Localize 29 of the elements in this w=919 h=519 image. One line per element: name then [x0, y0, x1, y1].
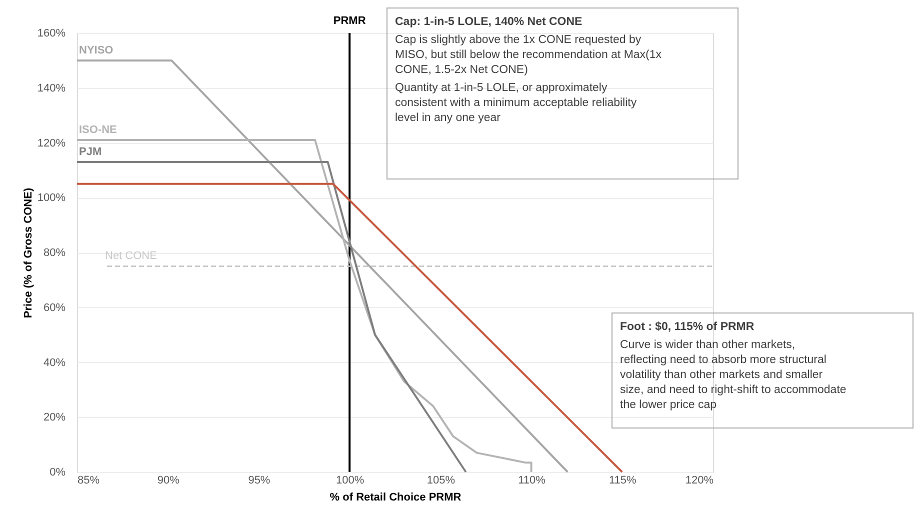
x-axis-title: % of Retail Choice PRMR	[330, 492, 462, 504]
y-tick-label: 40%	[43, 356, 66, 369]
y-tick-label: 20%	[43, 412, 66, 424]
x-tick-label: 90%	[157, 474, 180, 486]
y-tick-label: 80%	[43, 247, 66, 259]
x-tick-label: 120%	[685, 474, 714, 486]
y-tick-label: 120%	[37, 137, 66, 150]
y-tick-label: 0%	[50, 466, 66, 478]
x-tick-label: 95%	[248, 474, 270, 486]
x-tick-label: 85%	[78, 474, 100, 486]
annotation: Curve is wider than other markets, reflecting need to absorb more structural volatility than other markets and smaller size, and need to right-shift to accommodate the lower price cap	[620, 339, 846, 411]
annotation: Quantity at 1-in-5 LOLE, or approximately consistent with a minimum acceptable reliability level in any one year	[395, 82, 637, 124]
y-tick-label: 60%	[43, 302, 66, 314]
y-tick-label: 100%	[37, 192, 66, 204]
x-tick-label: 100%	[336, 474, 364, 486]
y-tick-label: 160%	[37, 28, 66, 40]
line-series	[76, 139, 532, 473]
x-tick-label: 110%	[518, 474, 546, 486]
series-label: ISO-NE	[79, 124, 117, 136]
series-label: PJM	[79, 146, 102, 158]
ref-line-label: PRMR	[333, 15, 366, 27]
text: Cap: 1-in-5 LOLE, 140% Net CONE	[395, 16, 583, 28]
x-tick-label: 105%	[426, 474, 456, 486]
series-label: NYISO	[79, 44, 114, 56]
annotation: Cap is slightly above the 1x CONE requested by MISO, but still below the recommendation at Max(1x CONE, 1.5-2x Net CONE)	[395, 34, 662, 76]
annotation: Foot : $0, 115% of PRMR	[620, 321, 755, 333]
x-tick-label: 115%	[608, 474, 637, 486]
y-axis-title: Price (% of Gross CONE)	[22, 188, 34, 318]
y-tick-label: 140%	[37, 82, 66, 94]
